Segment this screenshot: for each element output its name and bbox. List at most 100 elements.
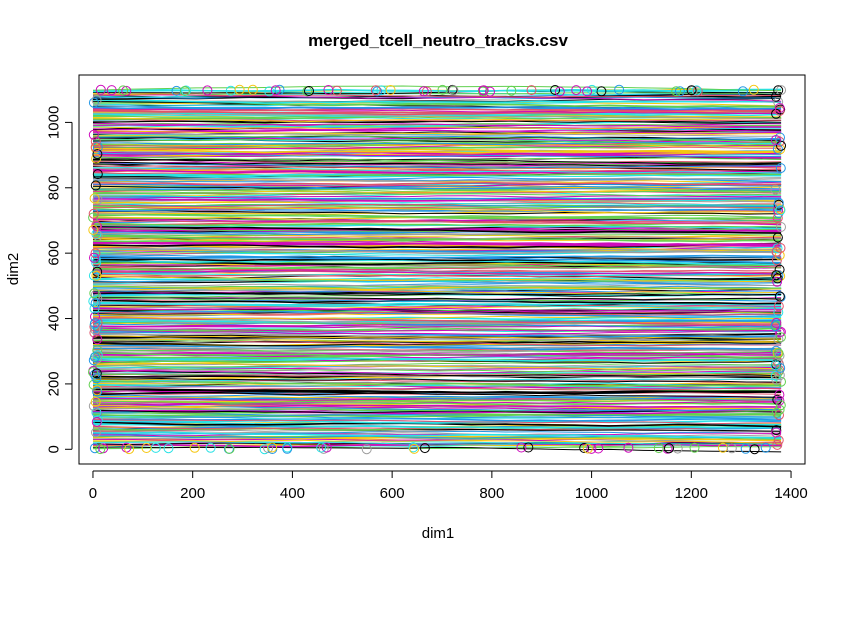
track-point — [92, 415, 103, 426]
track-line — [92, 208, 782, 212]
track-point — [92, 334, 103, 345]
track-point — [282, 443, 293, 454]
track-point — [91, 417, 102, 427]
track-point — [121, 85, 132, 96]
x-axis: 0 200 400 600 800 1000 1200 1400 — [89, 470, 808, 502]
track-line — [92, 247, 782, 255]
track-point — [770, 135, 781, 145]
track-point — [419, 443, 430, 454]
track-line — [92, 357, 782, 362]
track-point — [90, 311, 100, 322]
track-point — [775, 163, 786, 174]
track-line — [92, 392, 782, 398]
x-tick-label: 1000 — [575, 485, 608, 502]
track-line — [92, 366, 782, 372]
track-point — [91, 270, 102, 281]
track-point — [687, 85, 698, 96]
track-line — [92, 151, 782, 157]
track-point — [91, 427, 101, 438]
track-point — [95, 444, 106, 455]
track-point — [774, 410, 784, 421]
y-tick-label: 0 — [46, 445, 63, 453]
track-point — [88, 129, 99, 140]
track-point — [773, 334, 784, 344]
track-line — [92, 362, 782, 370]
track-point — [775, 243, 786, 253]
track-point — [773, 197, 784, 208]
track-point — [773, 348, 784, 359]
track-line — [92, 167, 782, 173]
track-line — [92, 119, 782, 124]
track-point — [92, 353, 103, 364]
track-line — [92, 93, 782, 99]
track-line — [92, 418, 782, 425]
track-line — [92, 122, 782, 128]
track-point — [587, 84, 597, 95]
track-point — [664, 443, 674, 454]
track-point — [775, 332, 786, 343]
track-line — [92, 380, 782, 387]
track-line — [92, 147, 782, 153]
track-line — [92, 302, 782, 308]
track-point — [91, 95, 102, 106]
track-point — [90, 396, 101, 407]
track-point — [775, 205, 786, 216]
track-line — [93, 259, 782, 266]
track-line — [92, 367, 782, 373]
track-line — [92, 125, 782, 130]
track-line — [92, 327, 782, 332]
track-point — [89, 288, 100, 299]
track-line — [92, 325, 782, 329]
track-line — [92, 311, 782, 316]
track-point — [92, 350, 103, 361]
track-point — [421, 86, 432, 97]
track-point — [771, 427, 782, 438]
x-tick-label: 400 — [280, 485, 305, 502]
track-line — [92, 335, 782, 340]
track-point — [121, 442, 132, 453]
y-axis: 0 200 400 600 800 1000 — [46, 106, 73, 453]
track-line — [92, 275, 782, 283]
track-point — [247, 84, 258, 95]
track-line — [92, 117, 782, 123]
track-point — [772, 243, 783, 254]
track-point — [92, 386, 103, 397]
track-point — [596, 86, 607, 97]
track-line — [92, 99, 782, 104]
track-point — [516, 442, 527, 453]
track-point — [526, 85, 537, 96]
y-tick-label: 200 — [46, 371, 63, 396]
track-point — [224, 443, 235, 454]
track-line — [92, 96, 782, 100]
track-line — [92, 322, 782, 328]
track-line — [92, 196, 782, 200]
track-point — [88, 208, 99, 219]
track-line — [92, 205, 782, 214]
track-point — [691, 85, 702, 96]
y-tick-label: 400 — [46, 306, 63, 331]
track-point — [773, 435, 784, 446]
track-line — [92, 214, 782, 220]
track-point — [478, 85, 489, 96]
track-point — [689, 442, 700, 453]
track-point — [774, 370, 785, 381]
track-point — [274, 84, 285, 95]
track-point — [264, 86, 275, 97]
track-point — [774, 105, 785, 116]
track-point — [582, 443, 593, 454]
track-line — [92, 445, 782, 450]
track-line — [92, 85, 782, 92]
track-line — [92, 135, 782, 141]
track-point — [771, 246, 782, 257]
track-line — [92, 348, 782, 352]
track-point — [774, 291, 785, 302]
track-point — [593, 443, 604, 454]
x-tick-label: 1400 — [774, 485, 807, 502]
track-point — [770, 370, 781, 381]
track-line — [92, 273, 782, 277]
track-point — [477, 86, 488, 97]
track-point — [91, 153, 102, 164]
track-line — [92, 401, 782, 405]
track-point — [771, 407, 782, 418]
track-point — [582, 86, 593, 97]
